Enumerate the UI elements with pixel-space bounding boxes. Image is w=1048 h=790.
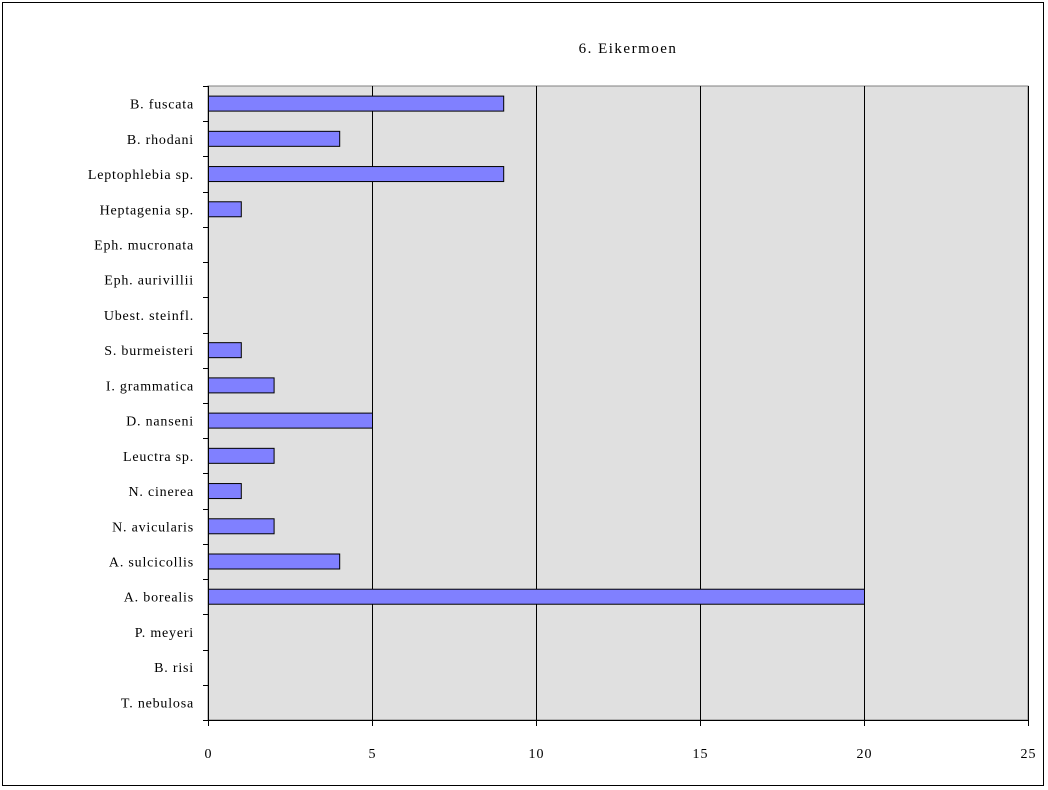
category-label: A. borealis xyxy=(124,591,194,606)
bar xyxy=(208,447,275,464)
category-label: Heptagenia sp. xyxy=(100,203,194,218)
bar-chart: 6. Eikermoen B. fuscata B. rhodani Leptoph… xyxy=(88,41,1037,762)
category-label: B. rhodani xyxy=(127,133,194,148)
category-label: Ubest. steinfl. xyxy=(104,309,194,324)
category-label: N. avicularis xyxy=(112,520,194,535)
bar xyxy=(208,483,242,500)
category-label: Eph. mucronata xyxy=(94,239,194,254)
bar xyxy=(208,130,341,147)
bars xyxy=(208,95,865,605)
bar xyxy=(208,588,865,605)
bar xyxy=(208,166,505,183)
bar xyxy=(208,377,275,394)
category-label: B. risi xyxy=(154,661,194,676)
bar xyxy=(208,342,242,359)
gridlines xyxy=(372,86,1029,720)
category-label: S. burmeisteri xyxy=(104,344,194,359)
category-label: N. cinerea xyxy=(128,485,194,500)
x-tick-label: 25 xyxy=(1021,747,1037,762)
category-label: A. sulcicollis xyxy=(109,556,194,571)
bar xyxy=(208,553,341,570)
category-label: Eph. aurivillii xyxy=(104,274,194,289)
category-label: P. meyeri xyxy=(135,626,194,641)
category-label: D. nanseni xyxy=(126,415,194,430)
category-label: I. grammatica xyxy=(106,379,194,394)
bar xyxy=(208,95,505,112)
x-tick-label: 10 xyxy=(529,747,545,762)
x-tick-label: 20 xyxy=(857,747,873,762)
plot-area xyxy=(207,85,1029,721)
category-label: T. nebulosa xyxy=(121,696,194,711)
category-label: Leptophlebia sp. xyxy=(88,168,194,183)
x-tick-label: 0 xyxy=(205,747,213,762)
bar xyxy=(208,201,242,218)
bar xyxy=(208,518,275,535)
category-label: B. fuscata xyxy=(130,98,194,113)
chart-title: 6. Eikermoen xyxy=(579,41,678,57)
bar xyxy=(208,412,373,429)
y-axis: B. fuscata B. rhodani Leptophlebia sp. Hept… xyxy=(88,86,209,721)
x-tick-label: 15 xyxy=(693,747,709,762)
x-axis: 0 5 10 15 20 25 xyxy=(205,720,1037,762)
x-tick-label: 5 xyxy=(369,747,377,762)
category-label: Leuctra sp. xyxy=(123,450,194,465)
